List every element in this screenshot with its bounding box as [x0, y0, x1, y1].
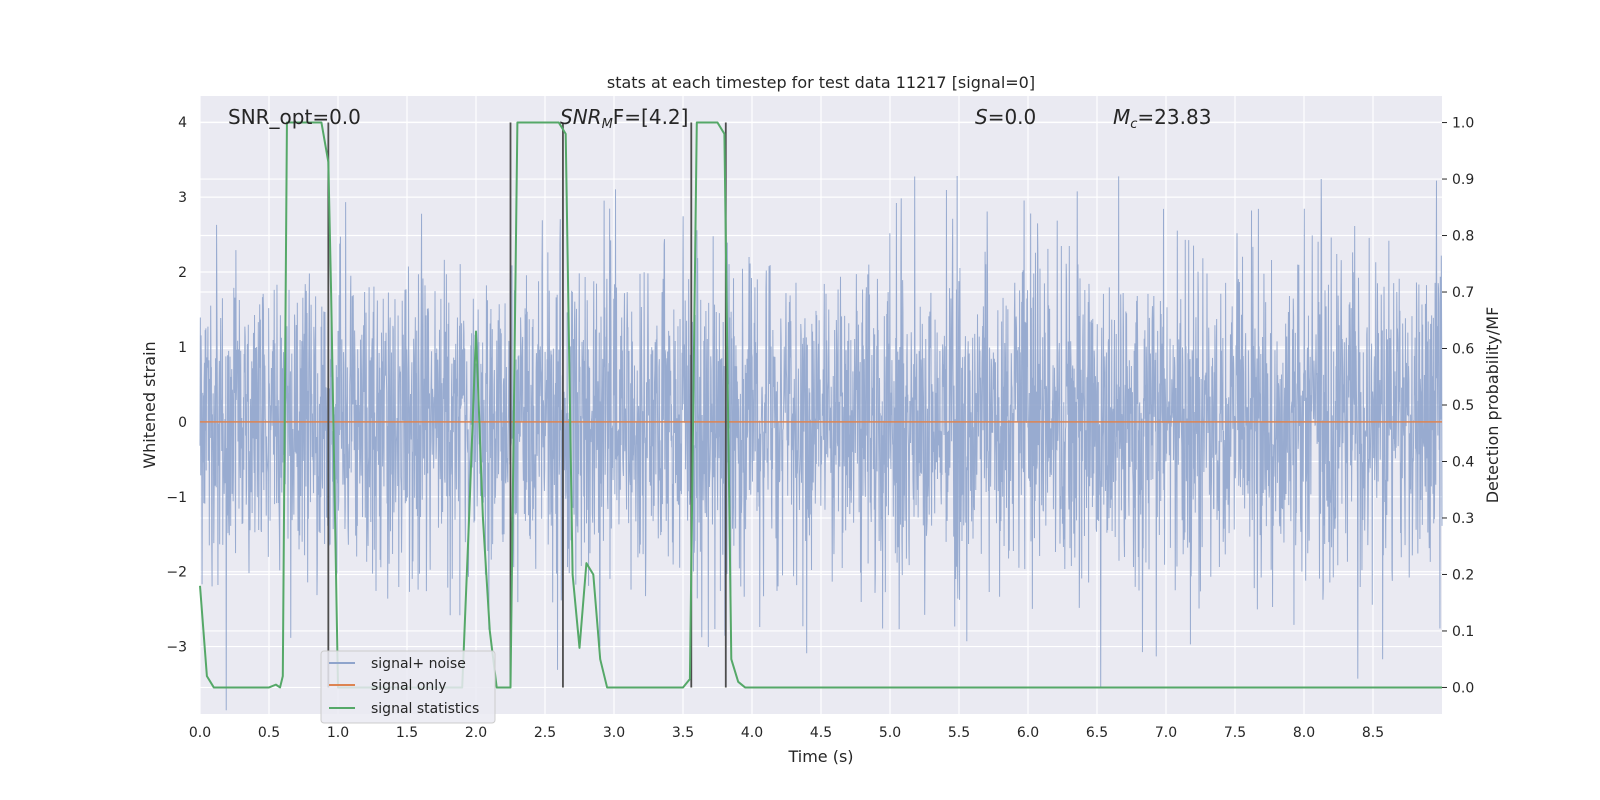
x-tick-label: 1.0 — [327, 725, 349, 741]
x-tick-label: 3.5 — [672, 725, 694, 741]
x-axis-label: Time (s) — [787, 747, 853, 766]
y-tick-label: −3 — [166, 640, 187, 656]
y-tick-label: −2 — [166, 565, 187, 581]
annotation-mc-sub: c — [1130, 117, 1137, 132]
y-axis-label: Whitened strain — [140, 341, 159, 468]
legend: signal+ noise signal only signal statist… — [320, 650, 496, 724]
annotation-snr-mf: SNRMF=[4.2] — [560, 105, 688, 132]
x-tick-label: 0.0 — [189, 725, 211, 741]
x-axis-ticks: 0.0 0.5 1.0 1.5 2.0 2.5 3.0 3.5 4.0 4.5 5.0 5.5 6.0 6… — [189, 725, 1384, 741]
chart-title: stats at each timestep for test data 112… — [607, 73, 1035, 92]
x-tick-label: 6.5 — [1086, 725, 1108, 741]
x-tick-label: 4.5 — [810, 725, 832, 741]
y-tick-label: 2 — [178, 265, 187, 281]
right-tick-label: 0.4 — [1452, 454, 1474, 470]
right-tick-label: 0.2 — [1452, 567, 1474, 583]
right-tick-label: 0.1 — [1452, 624, 1474, 640]
signal-statistics-line — [199, 121, 1442, 689]
noise-line — [199, 176, 1443, 711]
right-tick-label: 0.7 — [1452, 285, 1474, 301]
x-tick-label: 2.0 — [465, 725, 487, 741]
x-tick-label: 0.5 — [258, 725, 280, 741]
legend-label-signal-only: signal only — [371, 678, 446, 694]
annotation-mc-label: M — [1113, 105, 1130, 129]
x-tick-label: 3.0 — [603, 725, 625, 741]
series-signal-statistics — [199, 121, 1442, 689]
y-tick-label: 3 — [178, 190, 187, 206]
y-axis-ticks: 4 3 2 1 0 −1 −2 −3 — [166, 115, 187, 655]
y-tick-label: 1 — [178, 340, 187, 356]
series-signal-plus-noise — [199, 176, 1443, 711]
annotation-s-rest: =0.0 — [988, 105, 1037, 129]
annotation-mc-rest: =23.83 — [1137, 105, 1211, 129]
right-tick-label: 1.0 — [1452, 116, 1474, 132]
legend-label-signal-statistics: signal statistics — [371, 701, 479, 717]
annotation-snr-mf-sub: M — [602, 117, 613, 132]
annotation-snr-mf-rest: F=[4.2] — [613, 105, 689, 129]
y-tick-label: 0 — [178, 415, 187, 431]
x-tick-label: 7.0 — [1155, 725, 1177, 741]
annotation-snr-mf-label: SNR — [560, 105, 602, 129]
right-axis-ticks: 1.0 0.9 0.8 0.7 0.6 0.5 0.4 0.3 0.2 0.1 0.0 — [1442, 116, 1474, 696]
annotation-s-label: S — [975, 105, 988, 129]
legend-label-signal-plus-noise: signal+ noise — [371, 656, 466, 672]
x-tick-label: 2.5 — [534, 725, 556, 741]
x-tick-label: 7.5 — [1224, 725, 1246, 741]
legend-box — [320, 650, 496, 724]
x-tick-label: 8.5 — [1362, 725, 1384, 741]
annotation-snr-opt: SNR_opt=0.0 — [228, 105, 361, 129]
right-tick-label: 0.6 — [1452, 342, 1474, 358]
right-tick-label: 0.3 — [1452, 511, 1474, 527]
y-tick-label: 4 — [178, 115, 187, 131]
right-tick-label: 0.8 — [1452, 229, 1474, 245]
right-tick-label: 0.9 — [1452, 172, 1474, 188]
x-tick-label: 6.0 — [1017, 725, 1039, 741]
x-tick-label: 5.5 — [948, 725, 970, 741]
annotation-s: S=0.0 — [975, 105, 1036, 129]
x-tick-label: 1.5 — [396, 725, 418, 741]
x-tick-label: 5.0 — [879, 725, 901, 741]
right-tick-label: 0.0 — [1452, 680, 1474, 696]
annotation-mc: Mc=23.83 — [1113, 105, 1211, 132]
right-tick-label: 0.5 — [1452, 398, 1474, 414]
y-tick-label: −1 — [166, 490, 187, 506]
right-axis-label: Detection probability/MF — [1483, 307, 1502, 504]
x-tick-label: 4.0 — [741, 725, 763, 741]
x-tick-label: 8.0 — [1293, 725, 1315, 741]
